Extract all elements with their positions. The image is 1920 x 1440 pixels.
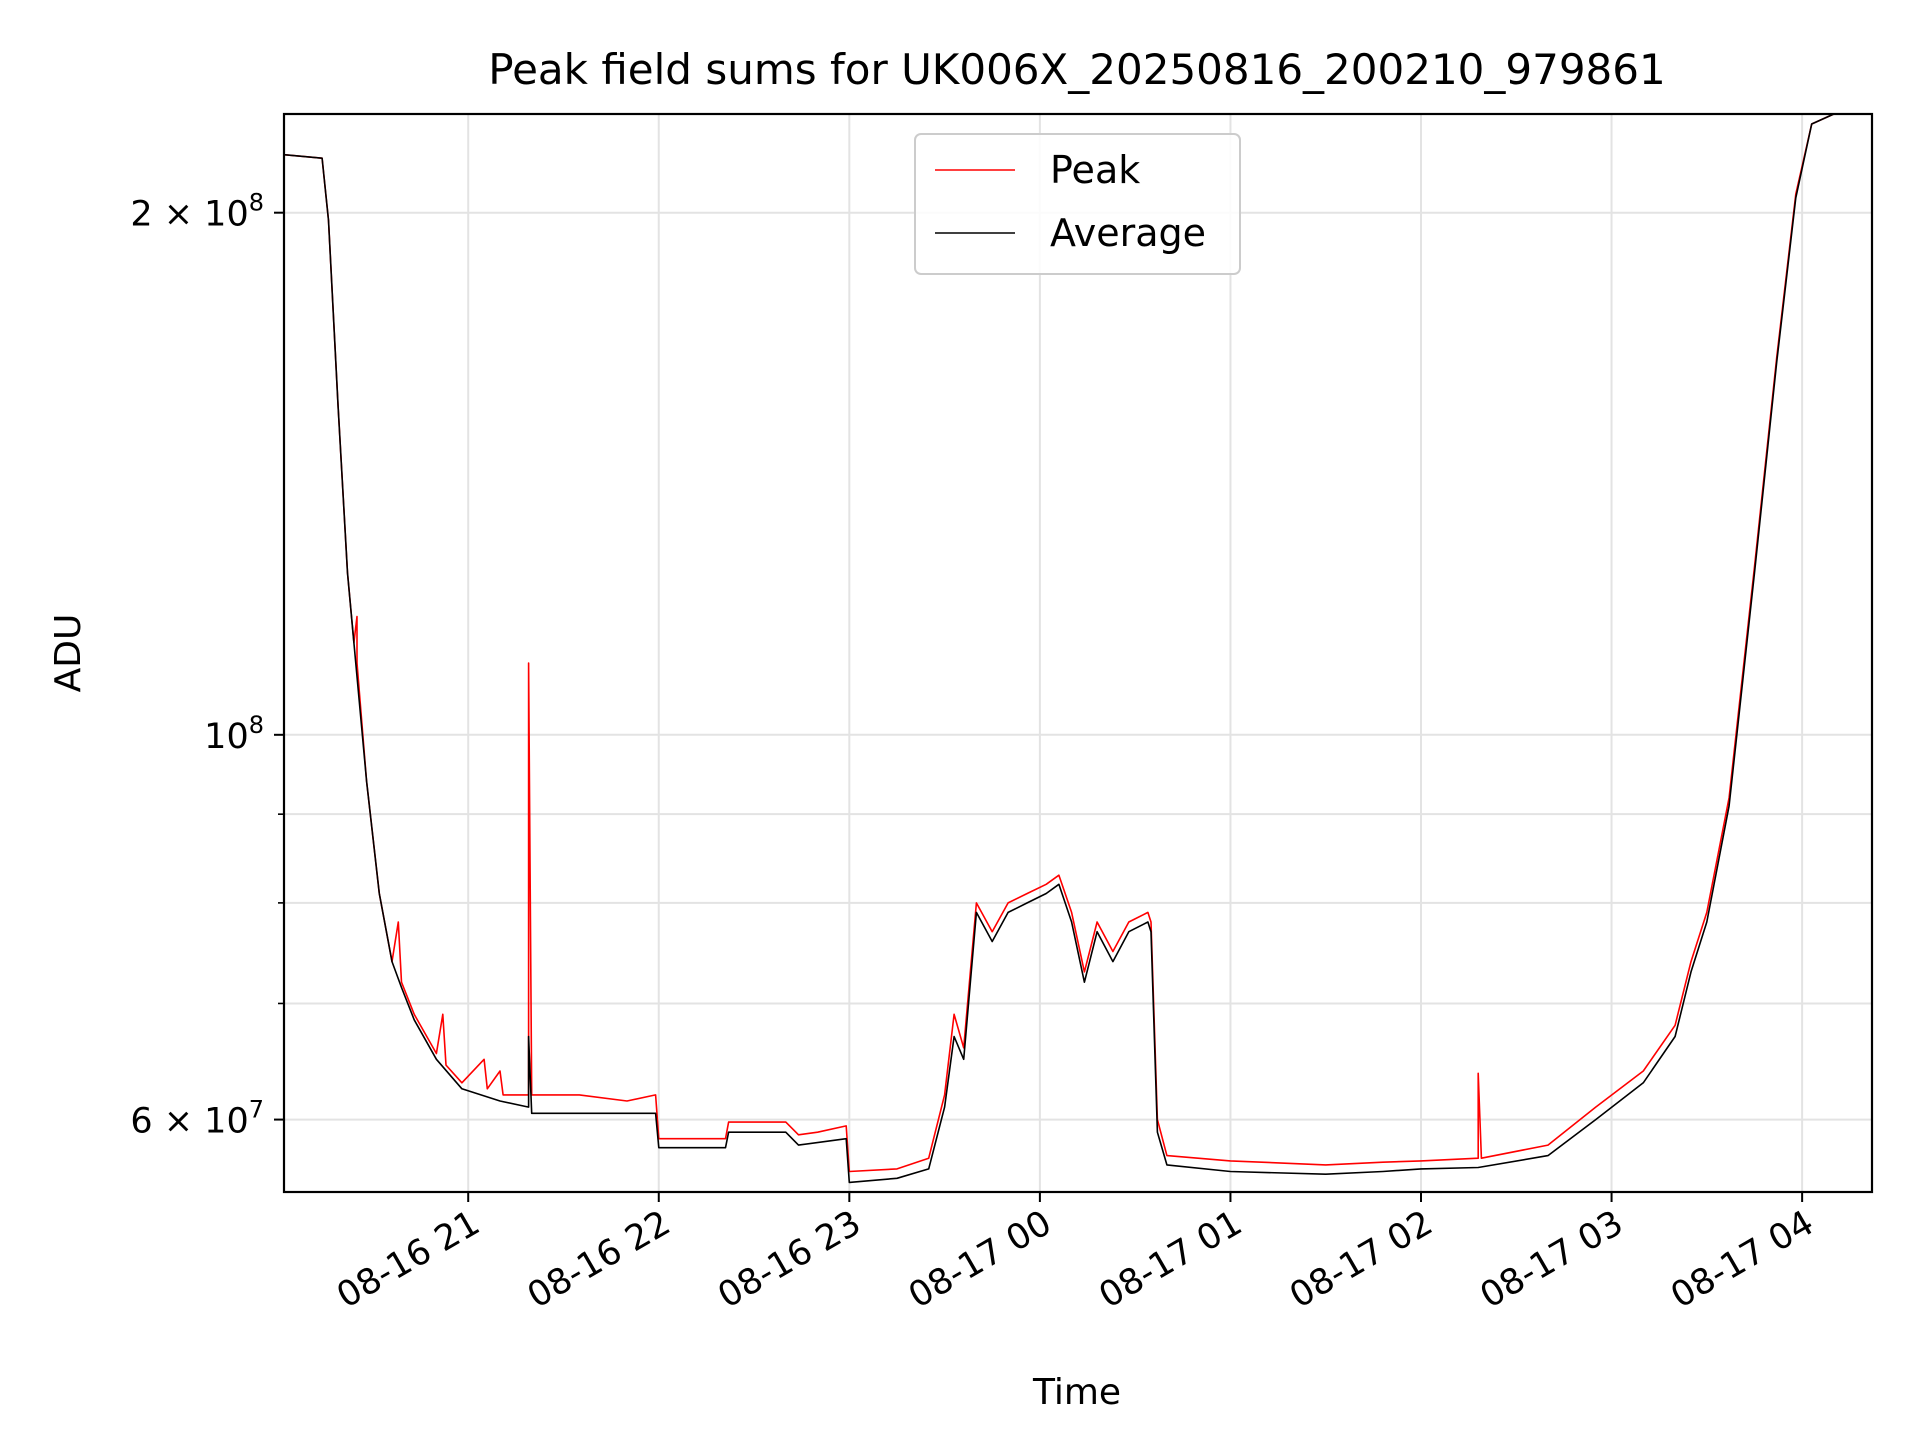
series-line-average <box>283 113 1835 1184</box>
chart-title: Peak field sums for UK006X_20250816_2002… <box>488 45 1665 94</box>
y-tick-label: 2 × 108 <box>130 189 264 235</box>
legend-average-label: Average <box>1050 211 1206 255</box>
y-tick-label: 6 × 107 <box>130 1096 264 1142</box>
y-axis-label: ADU <box>48 614 89 693</box>
series-layer <box>283 113 1835 1184</box>
legend-box <box>914 133 1241 275</box>
legend: Peak Average <box>914 133 1241 275</box>
x-axis-label: Time <box>1032 1372 1121 1413</box>
series-line-peak <box>283 113 1835 1173</box>
legend-peak-label: Peak <box>1050 148 1140 192</box>
plot-frame <box>282 112 1874 1194</box>
